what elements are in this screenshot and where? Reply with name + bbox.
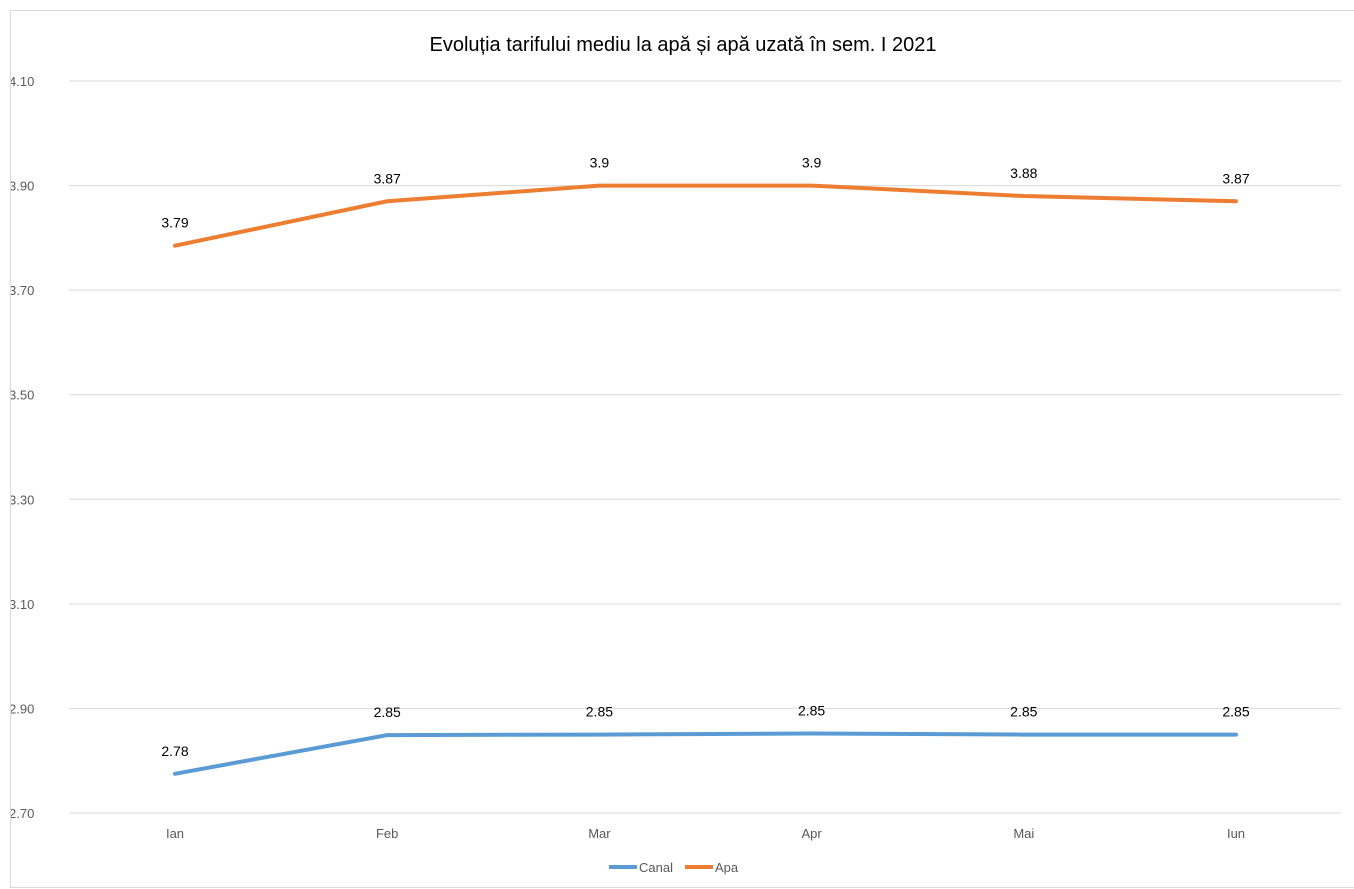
data-point (809, 731, 814, 736)
y-tick-label: 3.70 (11, 283, 34, 298)
data-label: 3.88 (1010, 165, 1037, 181)
data-point (597, 732, 602, 737)
y-axis-ticks: 2.70 2.90 3.10 3.30 3.50 3.70 3.90 4.10 (11, 74, 34, 821)
data-label: 2.85 (798, 703, 825, 719)
y-tick-label: 4.10 (11, 74, 34, 89)
x-tick-label: Mai (1013, 826, 1034, 841)
x-tick-label: Apr (801, 826, 822, 841)
data-label: 2.85 (586, 704, 613, 720)
series-line-apa (173, 183, 1238, 248)
data-label: 2.85 (374, 704, 401, 720)
series-lines (173, 183, 1239, 776)
data-point (1021, 194, 1026, 199)
data-label: 3.87 (1222, 170, 1249, 186)
series-line-canal (173, 731, 1238, 776)
y-tick-label: 3.30 (11, 492, 34, 507)
data-label: 3.79 (161, 215, 188, 231)
data-label: 3.87 (374, 170, 401, 186)
y-tick-label: 3.90 (11, 179, 34, 194)
y-tick-label: 2.90 (11, 701, 34, 716)
data-label: 2.85 (1010, 704, 1037, 720)
chart-title: Evoluția tarifului mediu la apă și apă u… (430, 34, 937, 56)
x-axis-ticks: Ian Feb Mar Apr Mai Iun (166, 826, 1245, 841)
x-tick-label: Ian (166, 826, 184, 841)
data-label: 3.9 (590, 155, 610, 171)
data-point (385, 733, 390, 738)
chart-frame: Evoluția tarifului mediu la apă și apă u… (10, 10, 1354, 888)
data-label: 3.9 (802, 155, 822, 171)
data-point (809, 183, 814, 188)
data-point (173, 243, 178, 248)
y-tick-label: 3.10 (11, 597, 34, 612)
legend[interactable]: Canal Apa (609, 860, 739, 875)
x-tick-label: Mar (588, 826, 611, 841)
y-tick-label: 3.50 (11, 388, 34, 403)
x-tick-label: Feb (376, 826, 398, 841)
data-point (385, 199, 390, 204)
line-chart: Evoluția tarifului mediu la apă și apă u… (11, 34, 1341, 875)
data-labels: 2.78 2.85 2.85 2.85 2.85 2.85 3.79 3.87 3.9 3.9 3.… (161, 155, 1249, 759)
data-point (1021, 732, 1026, 737)
legend-item-apa[interactable]: Apa (685, 860, 739, 875)
x-tick-label: Iun (1227, 826, 1245, 841)
legend-label: Canal (639, 860, 673, 875)
data-point (597, 183, 602, 188)
data-point (1234, 199, 1239, 204)
data-label: 2.85 (1222, 704, 1249, 720)
legend-label: Apa (715, 860, 739, 875)
gridlines (69, 80, 1341, 814)
data-point (1234, 732, 1239, 737)
legend-item-canal[interactable]: Canal (609, 860, 673, 875)
data-label: 2.78 (161, 743, 188, 759)
y-tick-label: 2.70 (11, 806, 34, 821)
data-point (173, 771, 178, 776)
